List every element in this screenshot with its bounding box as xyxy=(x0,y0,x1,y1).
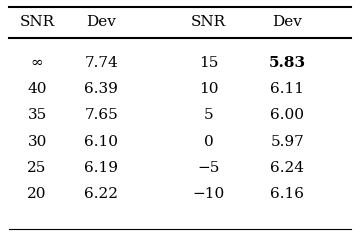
Text: 6.39: 6.39 xyxy=(85,82,118,96)
Text: SNR: SNR xyxy=(19,15,55,29)
Text: 6.11: 6.11 xyxy=(270,82,304,96)
Text: ∞: ∞ xyxy=(31,56,44,70)
Text: 10: 10 xyxy=(199,82,218,96)
Text: 5.97: 5.97 xyxy=(270,135,304,148)
Text: −10: −10 xyxy=(193,187,225,201)
Text: Dev: Dev xyxy=(272,15,302,29)
Text: 7.65: 7.65 xyxy=(85,108,118,122)
Text: 5.83: 5.83 xyxy=(269,56,306,70)
Text: 25: 25 xyxy=(27,161,47,175)
Text: 6.24: 6.24 xyxy=(270,161,304,175)
Text: 6.19: 6.19 xyxy=(84,161,118,175)
Text: 30: 30 xyxy=(27,135,47,148)
Text: Dev: Dev xyxy=(86,15,116,29)
Text: 6.10: 6.10 xyxy=(84,135,118,148)
Text: 7.74: 7.74 xyxy=(85,56,118,70)
Text: 0: 0 xyxy=(204,135,213,148)
Text: 5: 5 xyxy=(204,108,213,122)
Text: 6.16: 6.16 xyxy=(270,187,304,201)
Text: 6.22: 6.22 xyxy=(84,187,118,201)
Text: 35: 35 xyxy=(27,108,47,122)
Text: 15: 15 xyxy=(199,56,218,70)
Text: 20: 20 xyxy=(27,187,47,201)
Text: −5: −5 xyxy=(197,161,220,175)
Text: 6.00: 6.00 xyxy=(270,108,304,122)
Text: 40: 40 xyxy=(27,82,47,96)
Text: SNR: SNR xyxy=(191,15,226,29)
